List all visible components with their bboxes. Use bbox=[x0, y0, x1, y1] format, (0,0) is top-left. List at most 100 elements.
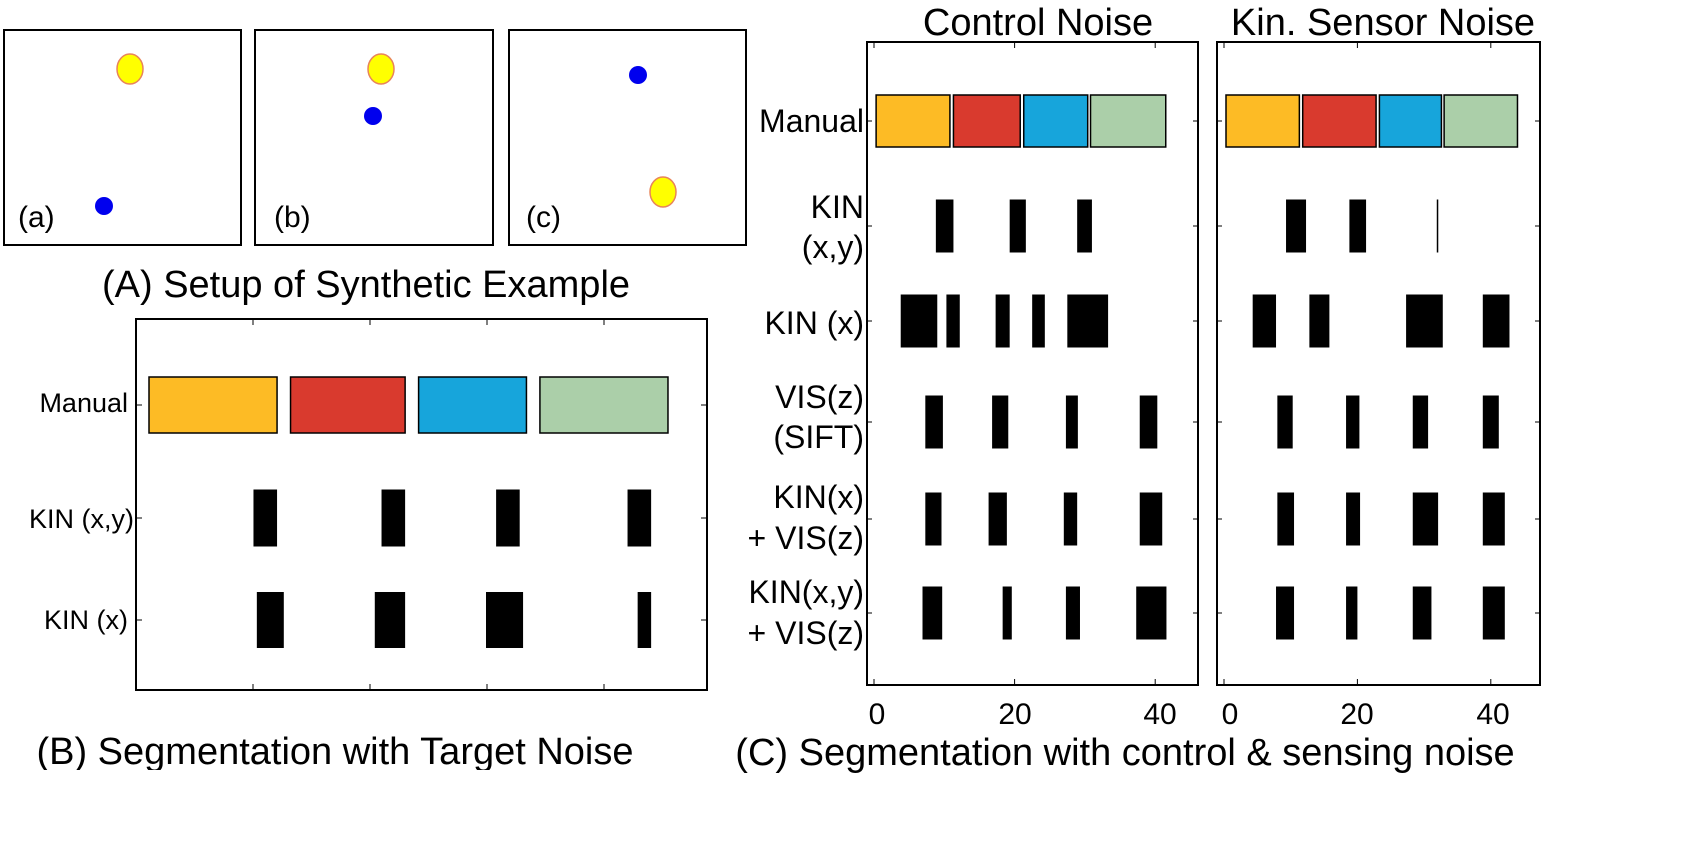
detected-segment bbox=[1136, 586, 1167, 640]
manual-segment bbox=[1378, 94, 1443, 148]
manual-segment bbox=[539, 376, 669, 434]
panel-c-row-label-manual: Manual bbox=[759, 103, 864, 139]
goal-marker-b bbox=[367, 53, 395, 85]
detected-segment bbox=[1077, 199, 1092, 253]
panel-c-segments bbox=[875, 94, 1519, 640]
panel-c-row-label-kin-xy-line1: KIN bbox=[811, 189, 864, 225]
detected-segment bbox=[1065, 395, 1078, 449]
detected-segment bbox=[1346, 492, 1361, 546]
detected-segment bbox=[1436, 199, 1439, 253]
setup-label-a: (a) bbox=[18, 201, 55, 234]
manual-segment bbox=[1225, 94, 1301, 148]
panel-c-xtick-control-20: 20 bbox=[998, 698, 1031, 731]
setup-label-c: (c) bbox=[526, 201, 561, 234]
panel-c-row-label-kin-xy-line2: (x,y) bbox=[802, 229, 864, 265]
panel-c-frame-sensor bbox=[1216, 41, 1541, 686]
detected-segment bbox=[1009, 199, 1026, 253]
panel-b-caption: (B) Segmentation with Target Noise bbox=[36, 731, 633, 770]
detected-segment bbox=[496, 489, 520, 547]
detected-segment bbox=[1309, 294, 1330, 348]
manual-segment bbox=[875, 94, 951, 148]
agent-marker-a bbox=[95, 197, 113, 215]
panel-c-xtick-control-0: 0 bbox=[869, 698, 886, 731]
agent-marker-c bbox=[629, 66, 647, 84]
setup-label-b: (b) bbox=[274, 201, 311, 234]
detected-segment bbox=[1139, 395, 1158, 449]
panel-c-title-kin-sensor-noise: Kin. Sensor Noise bbox=[1231, 2, 1535, 44]
setup-box-c bbox=[508, 29, 747, 246]
panel-c-row-label-vis-line2: (SIFT) bbox=[773, 419, 864, 455]
detected-segment bbox=[381, 489, 406, 547]
panel-c-caption: (C) Segmentation with control & sensing … bbox=[735, 732, 1514, 774]
detected-segment bbox=[995, 294, 1010, 348]
detected-segment bbox=[1412, 395, 1429, 449]
detected-segment bbox=[900, 294, 938, 348]
detected-segment bbox=[1032, 294, 1045, 348]
panel-c-row-label-kinx-vis-line2: + VIS(z) bbox=[748, 520, 864, 556]
panel-b-row-label-kin-x: KIN (x) bbox=[44, 605, 128, 635]
detected-segment bbox=[946, 294, 960, 348]
goal-marker-a bbox=[116, 53, 144, 85]
detected-segment bbox=[1277, 492, 1295, 546]
panel-c-row-label-kinxy-vis-line1: KIN(x,y) bbox=[748, 574, 864, 610]
detected-segment bbox=[1067, 294, 1109, 348]
panel-a-setup: (a) (b) (c) (A) Setup of Synthetic Examp… bbox=[3, 29, 747, 306]
panel-c-frame-control bbox=[866, 41, 1199, 686]
detected-segment bbox=[925, 395, 943, 449]
detected-segment bbox=[256, 592, 284, 648]
detected-segment bbox=[1482, 395, 1499, 449]
manual-segment bbox=[1089, 94, 1167, 148]
manual-segment bbox=[1443, 94, 1519, 148]
panel-c-xtick-sensor-40: 40 bbox=[1476, 698, 1509, 731]
panel-c-title-control-noise: Control Noise bbox=[923, 2, 1153, 44]
detected-segment bbox=[637, 592, 652, 648]
panel-c-xtick-sensor-0: 0 bbox=[1222, 698, 1239, 731]
manual-segment bbox=[148, 376, 278, 434]
manual-segment bbox=[1301, 94, 1377, 148]
panel-c-tick-marks bbox=[867, 42, 1540, 685]
detected-segment bbox=[1412, 492, 1439, 546]
panel-b-row-label-manual: Manual bbox=[39, 388, 128, 418]
detected-segment bbox=[1412, 586, 1432, 640]
detected-segment bbox=[1406, 294, 1443, 348]
detected-segment bbox=[922, 586, 943, 640]
detected-segment bbox=[1482, 586, 1505, 640]
panel-c-row-label-kinx-vis-line1: KIN(x) bbox=[773, 479, 864, 515]
goal-marker-c bbox=[649, 176, 677, 208]
panel-b-segments bbox=[148, 376, 669, 648]
panel-c-xtick-sensor-20: 20 bbox=[1340, 698, 1373, 731]
panel-c-row-label-kin-x: KIN (x) bbox=[764, 305, 864, 341]
detected-segment bbox=[1139, 492, 1163, 546]
detected-segment bbox=[1482, 294, 1510, 348]
panel-c-segmentation: Control Noise Kin. Sensor Noise Manual K… bbox=[735, 2, 1541, 774]
detected-segment bbox=[1276, 586, 1295, 640]
panel-c-row-label-kinxy-vis-line2: + VIS(z) bbox=[748, 615, 864, 651]
detected-segment bbox=[1277, 395, 1293, 449]
detected-segment bbox=[1482, 492, 1505, 546]
detected-segment bbox=[1065, 586, 1080, 640]
panel-b-tick-marks bbox=[136, 319, 707, 690]
detected-segment bbox=[992, 395, 1009, 449]
detected-segment bbox=[925, 492, 942, 546]
manual-segment bbox=[289, 376, 406, 434]
detected-segment bbox=[1286, 199, 1307, 253]
panel-a-caption: (A) Setup of Synthetic Example bbox=[102, 264, 630, 306]
panel-b-segmentation: Manual KIN (x,y) KIN (x) (B) Segmentatio… bbox=[29, 318, 708, 770]
agent-marker-b bbox=[364, 107, 382, 125]
detected-segment bbox=[627, 489, 652, 547]
detected-segment bbox=[988, 492, 1007, 546]
manual-segment bbox=[417, 376, 528, 434]
panel-c-row-label-vis-line1: VIS(z) bbox=[775, 379, 864, 415]
detected-segment bbox=[486, 592, 524, 648]
detected-segment bbox=[935, 199, 954, 253]
detected-segment bbox=[1349, 199, 1367, 253]
panel-c-xtick-control-40: 40 bbox=[1143, 698, 1176, 731]
detected-segment bbox=[374, 592, 406, 648]
detected-segment bbox=[1063, 492, 1078, 546]
detected-segment bbox=[253, 489, 278, 547]
panel-b-row-label-kin-xy: KIN (x,y) bbox=[29, 504, 134, 534]
detected-segment bbox=[1346, 395, 1360, 449]
panel-b-frame bbox=[135, 318, 708, 691]
detected-segment bbox=[1002, 586, 1012, 640]
manual-segment bbox=[1022, 94, 1089, 148]
